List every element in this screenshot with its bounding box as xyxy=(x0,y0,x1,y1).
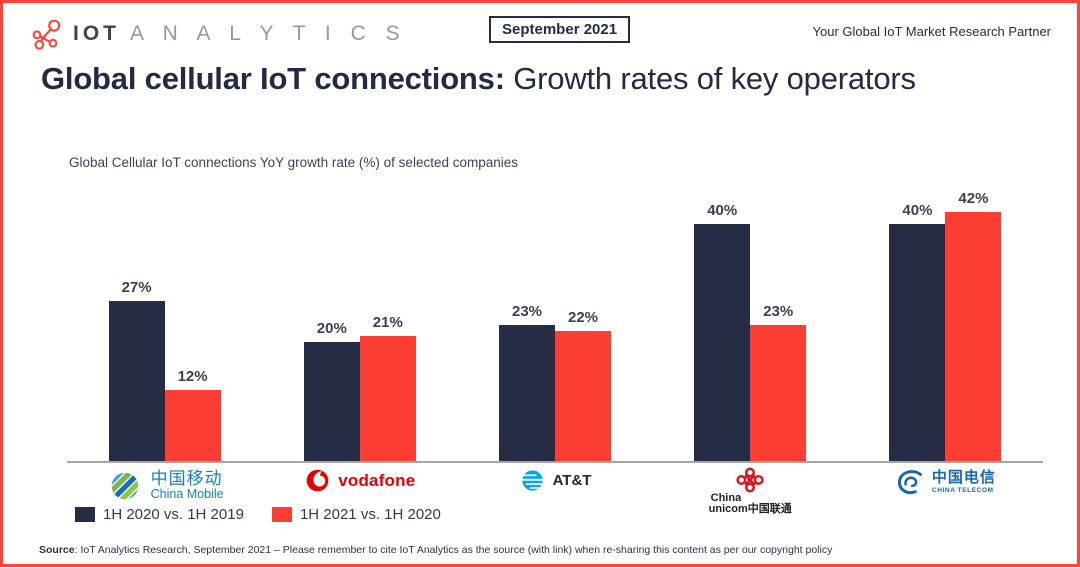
att-globe-icon xyxy=(521,470,543,491)
china-mobile-label-en: China Mobile xyxy=(150,487,224,502)
bar-group-at-t: 23% 22% xyxy=(457,191,652,461)
legend-label: 1H 2020 vs. 1H 2019 xyxy=(103,506,244,523)
date-badge: September 2021 xyxy=(489,16,631,43)
logo-text-analytics: A N A L Y T I C S xyxy=(130,22,407,45)
vodafone-logo: vodafone xyxy=(304,467,415,494)
bar-column: 22% xyxy=(555,309,611,461)
china-unicom-logo: China unicom中国联通 xyxy=(709,467,792,515)
logo-slot-att: AT&T xyxy=(457,467,652,515)
page-title-bold: Global cellular IoT connections: xyxy=(41,61,505,96)
logo-slot-china-telecom: 中国电信 CHINA TELECOM xyxy=(848,467,1043,515)
bar-value-label: 42% xyxy=(958,190,989,207)
page-title-regular: Growth rates of key operators xyxy=(504,61,916,96)
bar-column: 42% xyxy=(945,190,1002,461)
source-label: Source xyxy=(39,544,75,556)
legend-item: 1H 2021 vs. 1H 2020 xyxy=(271,506,441,523)
legend-label: 1H 2021 vs. 1H 2020 xyxy=(299,506,441,523)
logo-slot-vodafone: vodafone xyxy=(262,467,457,515)
iot-analytics-logo-icon xyxy=(32,19,61,50)
bar-groups: 27% 12% 20% 21% 23% 22% 40% 23% 40% 42% xyxy=(67,190,1043,461)
bar-chart-plot: 27% 12% 20% 21% 23% 22% 40% 23% 40% 42% xyxy=(67,190,1043,463)
bar xyxy=(694,224,751,461)
bar-value-label: 22% xyxy=(567,309,599,326)
bar-value-label: 40% xyxy=(707,202,738,219)
bar-value-label: 27% xyxy=(121,279,152,296)
logo-slot-china-unicom: China unicom中国联通 xyxy=(653,467,848,515)
bar-column: 27% xyxy=(108,279,165,461)
bar-column: 21% xyxy=(359,314,416,461)
bar xyxy=(359,336,416,461)
source-text: : IoT Analytics Research, September 2021… xyxy=(74,544,833,556)
bar-group-china-unicom: 40% 23% xyxy=(653,191,848,461)
logo-slot-china-mobile: 中国移动 China Mobile xyxy=(67,467,262,515)
china-mobile-logo: 中国移动 China Mobile xyxy=(105,467,224,505)
china-telecom-label-cn: 中国电信 xyxy=(931,469,996,487)
bar-column: 40% xyxy=(889,202,946,461)
bar-value-label: 20% xyxy=(316,320,347,337)
china-mobile-label-cn: 中国移动 xyxy=(150,468,223,488)
bar xyxy=(945,212,1002,461)
bar-column: 12% xyxy=(164,368,221,461)
bar-group-china-telecom: 40% 42% xyxy=(848,190,1043,461)
china-telecom-label-en: CHINA TELECOM xyxy=(931,486,994,494)
header-tagline: Your Global IoT Market Research Partner xyxy=(812,24,1051,39)
bar xyxy=(750,325,807,461)
bar-value-label: 23% xyxy=(511,303,543,320)
vodafone-icon xyxy=(306,469,329,492)
bar-value-label: 23% xyxy=(763,303,794,320)
iot-analytics-logo: IOT A N A L Y T I C S xyxy=(31,17,407,51)
chart-legend: 1H 2020 vs. 1H 2019 1H 2021 vs. 1H 2020 xyxy=(75,506,441,523)
logo-text-iot: IOT xyxy=(73,22,120,45)
china-unicom-label-line1: China xyxy=(710,492,742,504)
bar xyxy=(555,331,611,461)
bar-value-label: 40% xyxy=(902,202,933,219)
bar xyxy=(303,342,360,461)
china-unicom-label-line2: unicom中国联通 xyxy=(708,503,792,515)
china-telecom-logo: 中国电信 CHINA TELECOM xyxy=(895,467,996,497)
bar-column: 20% xyxy=(303,320,360,461)
bar xyxy=(108,301,165,461)
source-note: Source: IoT Analytics Research, Septembe… xyxy=(39,544,832,556)
bar-value-label: 12% xyxy=(177,368,208,385)
page-title: Global cellular IoT connections: Growth … xyxy=(41,61,916,97)
chart-subtitle: Global Cellular IoT connections YoY grow… xyxy=(69,155,519,170)
bar-column: 40% xyxy=(694,202,751,461)
legend-swatch xyxy=(75,507,95,522)
bar-group-vodafone: 20% 21% xyxy=(262,191,457,461)
att-label: AT&T xyxy=(552,472,592,489)
bar-value-label: 21% xyxy=(372,314,403,331)
legend-swatch xyxy=(271,507,292,522)
legend-item: 1H 2020 vs. 1H 2019 xyxy=(75,506,244,523)
bar xyxy=(499,325,555,461)
china-unicom-knot-icon xyxy=(736,467,764,493)
bar-column: 23% xyxy=(499,303,555,461)
china-telecom-icon xyxy=(897,470,922,495)
bar xyxy=(889,224,946,461)
bar-group-china-mobile: 27% 12% xyxy=(67,191,262,461)
china-mobile-icon xyxy=(105,467,144,505)
att-logo: AT&T xyxy=(519,467,592,494)
bar xyxy=(164,390,221,461)
bar-column: 23% xyxy=(750,303,807,461)
vodafone-label: vodafone xyxy=(338,470,416,490)
x-axis-company-logos: 中国移动 China Mobile vodafone xyxy=(67,467,1043,515)
